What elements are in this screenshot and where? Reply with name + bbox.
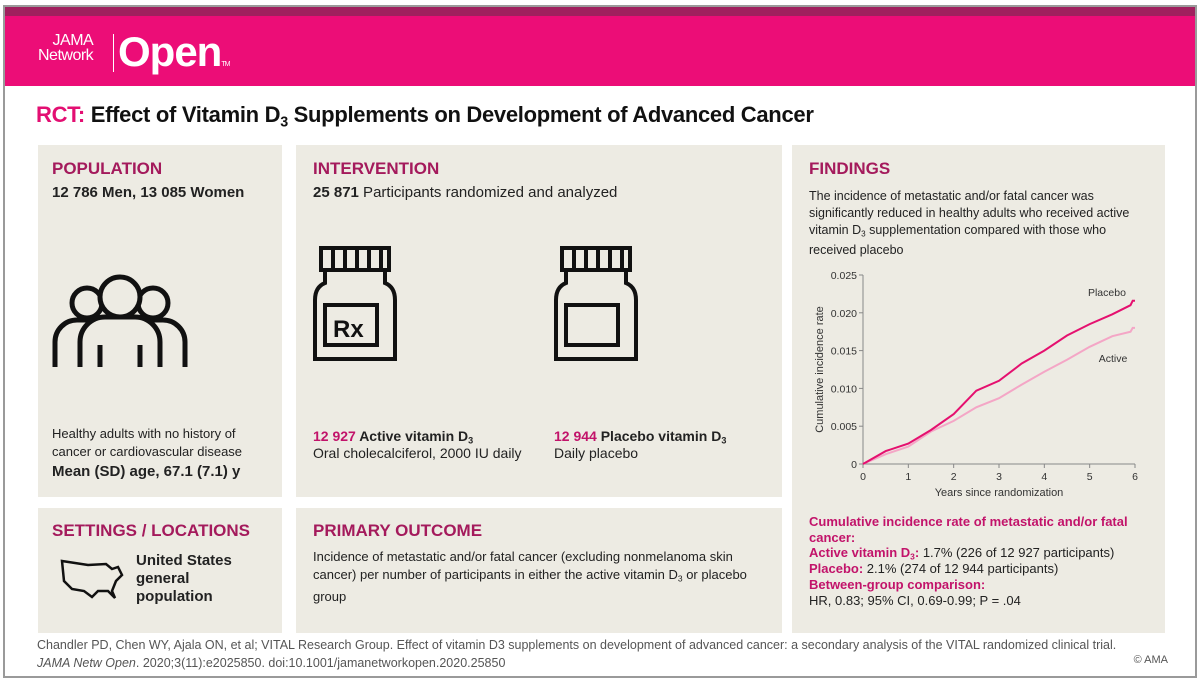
y-axis-label: Cumulative incidence rate — [814, 306, 826, 433]
active-rate-value: 1.7% (226 of 12 927 participants) — [919, 545, 1115, 560]
comparison-label: Between-group comparison: — [809, 577, 986, 592]
citation-journal: JAMA Netw Open — [37, 656, 136, 670]
series-label-active: Active — [1099, 353, 1128, 365]
logo-name: Open — [118, 28, 222, 75]
title-sub: 3 — [280, 114, 288, 131]
placebo-rate-label: Placebo: — [809, 561, 864, 576]
population-panel: POPULATION 12 786 Men, 13 085 Women Heal… — [38, 145, 282, 497]
active-label: Active vitamin D — [355, 428, 469, 444]
copyright: © AMA — [1133, 654, 1168, 666]
population-heading: POPULATION — [52, 159, 163, 178]
x-tick-label: 0 — [860, 471, 866, 483]
population-age: Mean (SD) age, 67.1 (7.1) y — [52, 463, 241, 480]
settings-heading: SETTINGS / LOCATIONS — [52, 521, 251, 540]
settings-location: United States general population — [136, 552, 232, 605]
outcome-heading: PRIMARY OUTCOME — [313, 521, 483, 540]
incidence-chart: 0 0.005 0.010 0.015 0.020 0.025 0 1 2 3 4 5 6 Years s… — [814, 270, 1138, 499]
rx-label: Rx — [333, 316, 364, 343]
logo-divider — [113, 34, 114, 72]
randomized-label: Participants randomized and analyzed — [358, 184, 618, 201]
frame — [3, 5, 1197, 678]
x-tick-label: 3 — [996, 471, 1002, 483]
y-tick-label: 0.010 — [831, 383, 857, 395]
logo-line2: Network — [38, 47, 94, 64]
title-prefix: RCT: — [36, 102, 85, 127]
us-map-icon — [60, 559, 124, 599]
rx-bottle-icon: Rx — [313, 246, 397, 361]
active-count: 12 927 — [313, 428, 356, 444]
y-tick-label: 0.020 — [831, 308, 857, 320]
header: JAMA Network OpenTM — [5, 16, 1195, 86]
intervention-panel: INTERVENTION 25 871 Participants randomi… — [296, 145, 782, 497]
active-rate-label: Active vitamin D — [809, 545, 911, 560]
outcome-panel: PRIMARY OUTCOME Incidence of metastatic … — [296, 508, 782, 633]
citation-line1: Chandler PD, Chen WY, Ajala ON, et al; V… — [37, 638, 1117, 652]
findings-text-end: supplementation compared with those who … — [809, 223, 1107, 258]
findings-sub: 3 — [861, 229, 866, 239]
citation-line2: . 2020;3(11):e2025850. doi:10.1001/jaman… — [135, 656, 506, 670]
outcome-text: Incidence of metastatic and/or fatal can… — [313, 549, 733, 582]
population-description: Healthy adults with no history of cancer… — [52, 426, 243, 459]
comparison-value: HR, 0.83; 95% CI, 0.69-0.99; P = .04 — [809, 593, 1021, 608]
series-label-placebo: Placebo — [1088, 287, 1126, 299]
people-icon — [52, 274, 188, 367]
x-tick-label: 4 — [1041, 471, 1047, 483]
y-tick-label: 0.015 — [831, 346, 857, 358]
placebo-label: Placebo vitamin D — [596, 428, 722, 444]
x-tick-label: 5 — [1087, 471, 1093, 483]
placebo-bottle-icon — [554, 246, 638, 361]
placebo-count: 12 944 — [554, 428, 597, 444]
logo-tm: TM — [221, 61, 230, 68]
findings-heading: FINDINGS — [809, 159, 891, 178]
placebo-rate-value: 2.1% (274 of 12 944 participants) — [863, 561, 1059, 576]
active-rate-colon: : — [914, 545, 920, 560]
placebo-detail: Daily placebo — [554, 445, 639, 461]
x-tick-label: 2 — [951, 471, 957, 483]
logo-open: OpenTM — [118, 28, 230, 76]
x-tick-label: 6 — [1132, 471, 1138, 483]
header-band — [5, 7, 1195, 16]
findings-panel: FINDINGS The incidence of metastatic and… — [792, 145, 1165, 633]
randomized-count: 25 871 — [313, 184, 359, 201]
logo-jama-network: JAMA Network — [38, 32, 94, 64]
title-text: Effect of Vitamin D — [90, 102, 281, 127]
x-axis-label: Years since randomization — [935, 487, 1064, 499]
x-tick-label: 1 — [905, 471, 911, 483]
page-title: RCT: Effect of Vitamin D3 Supplements on… — [36, 102, 814, 130]
y-tick-label: 0 — [851, 459, 857, 471]
outcome-sub: 3 — [677, 573, 683, 584]
logo-line1: JAMA — [52, 32, 94, 49]
settings-panel: SETTINGS / LOCATIONS United States gener… — [38, 508, 282, 633]
series-line-placebo — [862, 299, 1135, 465]
active-rate-sub: 3 — [910, 551, 915, 562]
population-counts: 12 786 Men, 13 085 Women — [52, 184, 245, 201]
active-sub: 3 — [468, 435, 474, 446]
findings-text: The incidence of metastatic and/or fatal… — [809, 189, 1130, 237]
citation: Chandler PD, Chen WY, Ajala ON, et al; V… — [37, 636, 1116, 672]
intervention-heading: INTERVENTION — [313, 159, 440, 178]
outcome-text-end: or placebo group — [313, 567, 747, 604]
rate-heading: Cumulative incidence rate of metastatic … — [809, 514, 1128, 545]
y-tick-label: 0.005 — [831, 421, 857, 433]
y-tick-label: 0.025 — [831, 270, 857, 282]
placebo-sub: 3 — [721, 435, 727, 446]
series-line-active — [862, 326, 1135, 465]
title-text-end: Supplements on Development of Advanced C… — [287, 102, 814, 127]
active-detail: Oral cholecalciferol, 2000 IU daily — [313, 445, 522, 461]
